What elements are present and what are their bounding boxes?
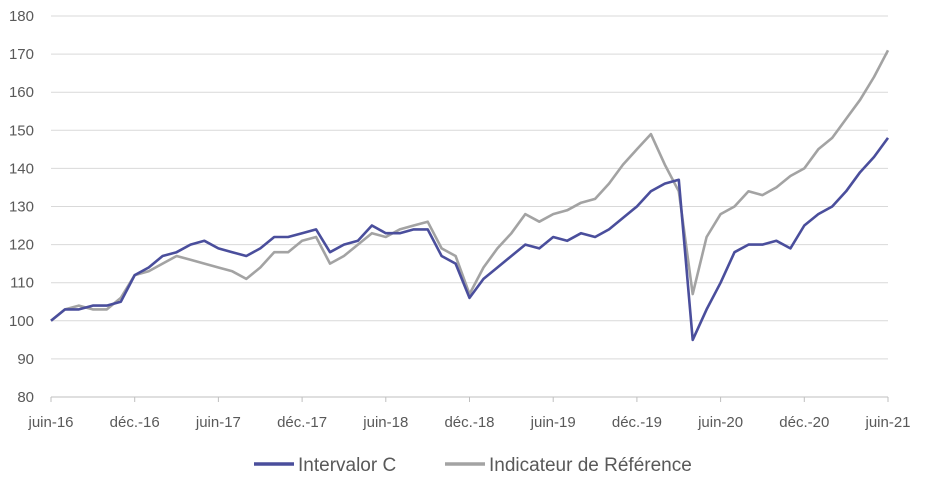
y-tick-label: 170: [9, 46, 34, 63]
y-tick-label: 100: [9, 313, 34, 330]
x-tick-label: déc.-17: [277, 414, 327, 431]
x-tick-label: juin-18: [362, 414, 408, 431]
x-tick-label: déc.-18: [444, 414, 494, 431]
x-tick-label: juin-19: [530, 414, 576, 431]
y-tick-label: 130: [9, 199, 34, 216]
series-line-intervalor-c: [50, 137, 890, 342]
y-tick-label: 140: [9, 160, 34, 177]
y-tick-label: 180: [9, 8, 34, 25]
x-tick-label: déc.-19: [612, 414, 662, 431]
x-axis: juin-16 déc.-16 juin-17 déc.-17 juin-18 déc.-…: [27, 396, 911, 431]
series-line-indicateur: [50, 49, 890, 322]
x-tick-label: juin-17: [195, 414, 241, 431]
y-tick-label: 160: [9, 84, 34, 101]
y-tick-label: 90: [17, 351, 34, 368]
legend-label-intervalor-c: Intervalor C: [298, 455, 396, 476]
x-tick-label: juin-21: [864, 414, 910, 431]
x-tick-label: déc.-20: [779, 414, 829, 431]
y-tick-label: 80: [17, 389, 34, 406]
legend: Intervalor C Indicateur de Référence: [254, 455, 692, 476]
y-axis: 80 90 100 110 120 130 140 150 160 170 180: [9, 8, 34, 406]
legend-label-indicateur: Indicateur de Référence: [489, 455, 692, 476]
x-tick-label: déc.-16: [110, 414, 160, 431]
x-tick-label: juin-20: [697, 414, 743, 431]
y-tick-label: 120: [9, 237, 34, 254]
series-lines: [50, 49, 890, 342]
y-tick-label: 150: [9, 122, 34, 139]
x-tick-label: juin-16: [27, 414, 73, 431]
gridlines: [51, 15, 888, 360]
y-tick-label: 110: [10, 275, 34, 292]
